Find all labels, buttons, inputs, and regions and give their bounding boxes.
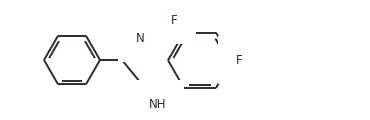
Text: N: N <box>136 31 144 45</box>
Text: F: F <box>171 14 178 27</box>
Text: F: F <box>236 54 243 67</box>
Text: NH: NH <box>149 97 167 111</box>
